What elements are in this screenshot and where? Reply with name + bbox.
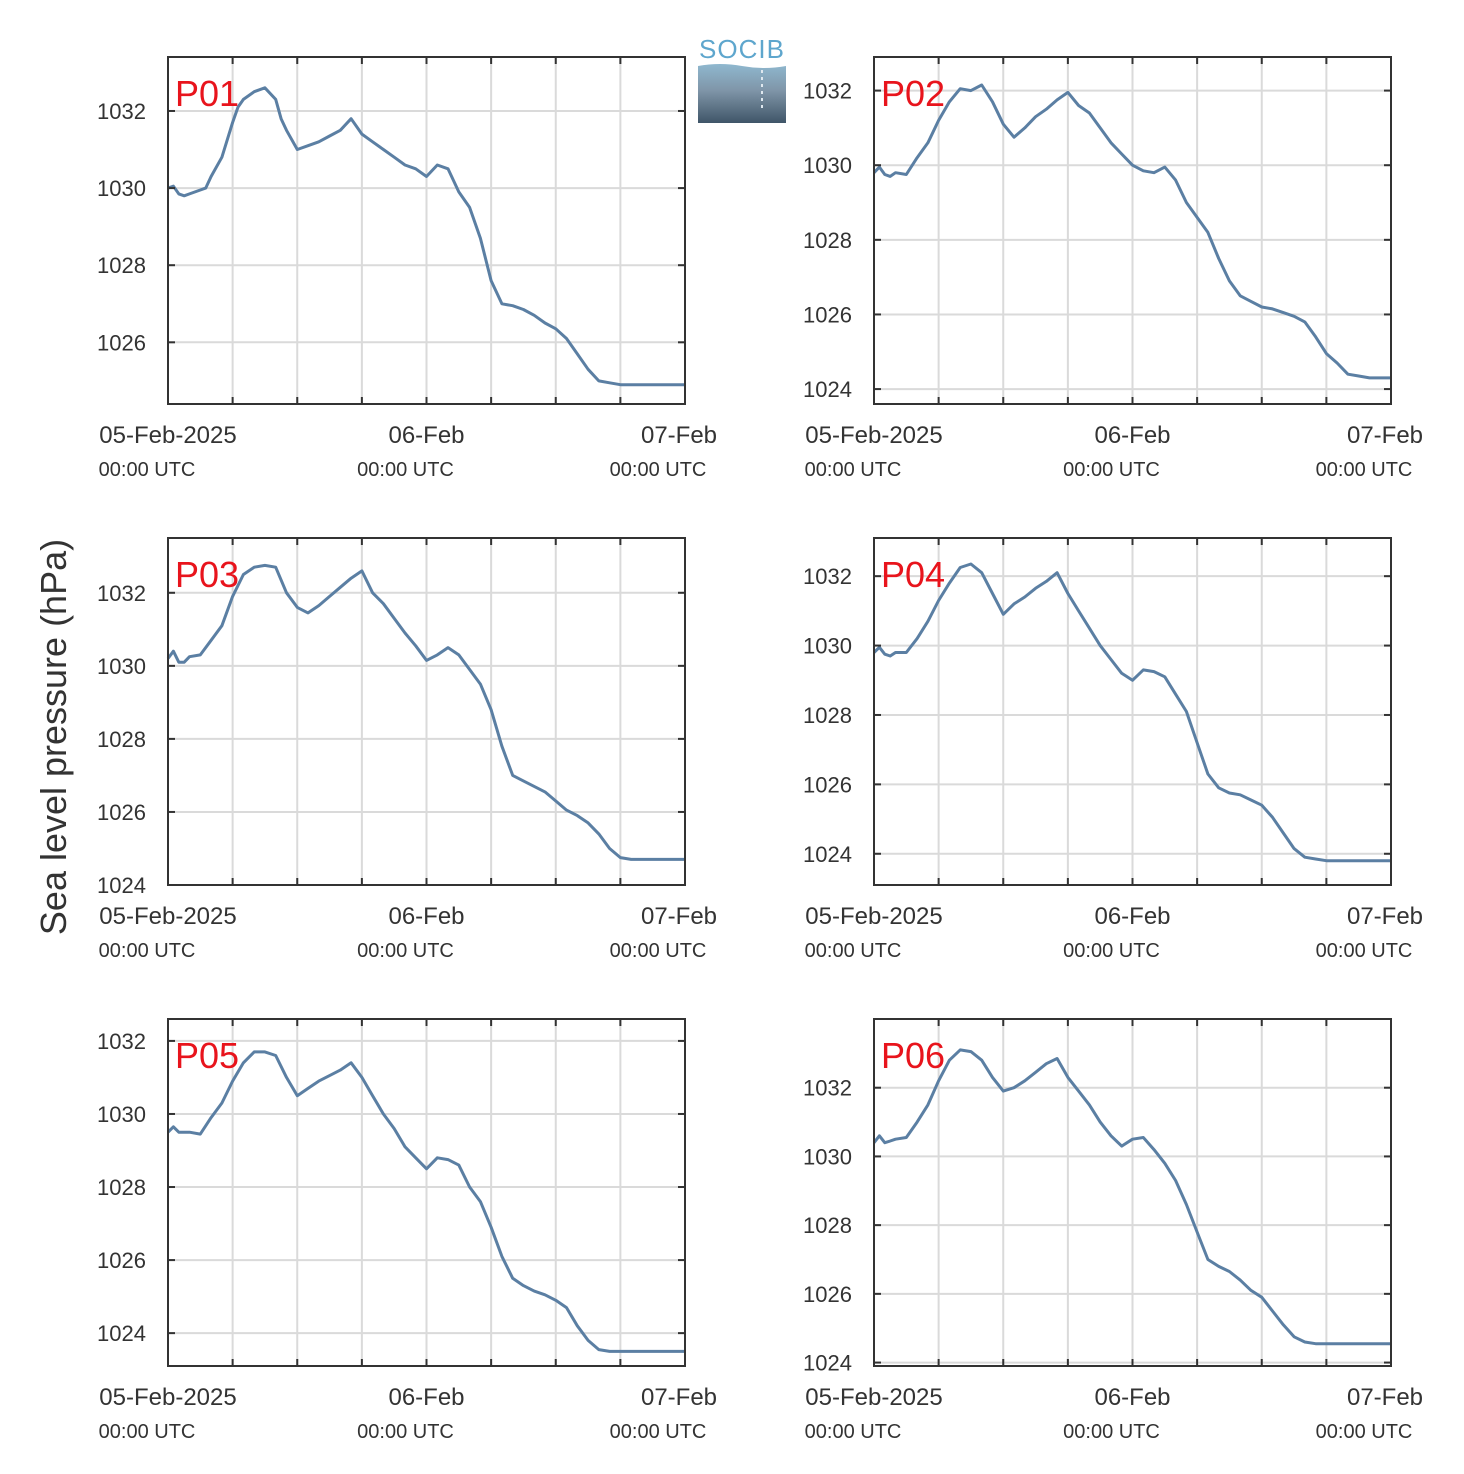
- y-tick-label: 1028: [803, 228, 852, 253]
- y-tick-label: 1032: [97, 1029, 146, 1054]
- y-tick-label: 1026: [803, 1282, 852, 1307]
- panel-p06: 1024 1026 1028 1030 1032 05-Feb-2025 00:00 UTC…: [803, 1018, 1423, 1443]
- y-tick-label: 1028: [97, 1175, 146, 1200]
- y-tick-label: 1028: [803, 703, 852, 728]
- x-tick-label-date: 06-Feb: [1094, 1384, 1170, 1411]
- y-tick-label: 1032: [97, 581, 146, 606]
- series-line-p06: [872, 1048, 1391, 1346]
- x-tick-label-date: 07-Feb: [641, 1384, 717, 1411]
- y-tick-label: 1028: [803, 1213, 852, 1238]
- y-tick-label: 1026: [803, 772, 852, 797]
- panel-p05: 1024 1026 1028 1030 1032 05-Feb-2025 00:00 UTC…: [97, 1018, 717, 1443]
- x-tick-label-time: 00:00 UTC: [99, 459, 196, 481]
- panel-p03: 1024 1026 1028 1030 1032 05-Feb-2025 00:00 UTC…: [97, 537, 717, 962]
- logo-wave-icon: [698, 64, 786, 123]
- y-tick-label: 1030: [803, 153, 852, 178]
- x-tick-label-date: 07-Feb: [1347, 903, 1423, 930]
- panel-label-p03: P03: [175, 554, 239, 595]
- x-tick-label-date: 06-Feb: [1094, 422, 1170, 449]
- x-tick-label-date: 05-Feb-2025: [99, 903, 236, 930]
- y-tick-label: 1024: [803, 842, 852, 867]
- panel-label-p05: P05: [175, 1035, 239, 1076]
- x-tick-label-time: 00:00 UTC: [1316, 1421, 1413, 1443]
- x-tick-label-time: 00:00 UTC: [99, 940, 196, 962]
- y-tick-label: 1030: [97, 654, 146, 679]
- series-line-p01: [167, 86, 685, 387]
- x-tick-label-date: 06-Feb: [1094, 903, 1170, 930]
- x-tick-label-date: 07-Feb: [641, 903, 717, 930]
- socib-logo: SOCIB: [698, 34, 786, 123]
- x-tick-label-time: 00:00 UTC: [1316, 940, 1413, 962]
- y-tick-label: 1032: [97, 99, 146, 124]
- logo-text: SOCIB: [699, 34, 785, 64]
- y-tick-label: 1032: [803, 564, 852, 589]
- y-tick-label: 1032: [803, 1076, 852, 1101]
- panel-label-p02: P02: [881, 73, 945, 114]
- x-tick-label-date: 05-Feb-2025: [99, 1384, 236, 1411]
- x-tick-label-time: 00:00 UTC: [99, 1421, 196, 1443]
- y-tick-label: 1030: [803, 634, 852, 659]
- series-line-p03: [166, 563, 685, 861]
- y-tick-label: 1024: [803, 377, 852, 402]
- x-tick-label-time: 00:00 UTC: [357, 459, 454, 481]
- x-tick-label-date: 07-Feb: [641, 422, 717, 449]
- x-tick-label-time: 00:00 UTC: [610, 459, 707, 481]
- x-tick-label-date: 06-Feb: [388, 1384, 464, 1411]
- x-tick-label-date: 05-Feb-2025: [805, 422, 942, 449]
- x-tick-label-date: 06-Feb: [388, 903, 464, 930]
- x-tick-label-time: 00:00 UTC: [610, 1421, 707, 1443]
- panel-label-p01: P01: [175, 73, 239, 114]
- x-tick-label-time: 00:00 UTC: [357, 940, 454, 962]
- y-tick-label: 1024: [803, 1351, 852, 1376]
- panel-p01: 1026 1028 1030 1032 05-Feb-2025 00:00 UTC 06-F…: [97, 56, 717, 481]
- y-tick-label: 1024: [97, 873, 146, 898]
- series-line-p04: [872, 562, 1391, 863]
- x-tick-label-time: 00:00 UTC: [805, 459, 902, 481]
- panel-label-p04: P04: [881, 554, 945, 595]
- x-tick-label-time: 00:00 UTC: [610, 940, 707, 962]
- x-tick-label-time: 00:00 UTC: [1063, 940, 1160, 962]
- y-tick-label: 1026: [97, 330, 146, 355]
- y-tick-label: 1030: [97, 176, 146, 201]
- x-tick-label-time: 00:00 UTC: [357, 1421, 454, 1443]
- y-tick-label: 1030: [803, 1144, 852, 1169]
- x-tick-label-time: 00:00 UTC: [1063, 459, 1160, 481]
- x-tick-label-time: 00:00 UTC: [1316, 459, 1413, 481]
- x-tick-label-date: 05-Feb-2025: [805, 903, 942, 930]
- x-tick-label-date: 07-Feb: [1347, 1384, 1423, 1411]
- x-tick-label-time: 00:00 UTC: [805, 940, 902, 962]
- series-line-p02: [872, 83, 1391, 380]
- panel-p04: 1024 1026 1028 1030 1032 05-Feb-2025 00:00 UTC…: [803, 537, 1423, 962]
- y-tick-label: 1028: [97, 253, 146, 278]
- panel-label-p06: P06: [881, 1035, 945, 1076]
- y-tick-label: 1026: [97, 1248, 146, 1273]
- x-tick-label-time: 00:00 UTC: [805, 1421, 902, 1443]
- y-tick-label: 1026: [803, 302, 852, 327]
- panel-p02: 1024 1026 1028 1030 1032 05-Feb-2025 00:00 UTC…: [803, 56, 1423, 481]
- y-tick-label: 1032: [803, 79, 852, 104]
- y-tick-label: 1028: [97, 727, 146, 752]
- x-tick-label-date: 06-Feb: [388, 422, 464, 449]
- y-tick-label: 1030: [97, 1102, 146, 1127]
- x-tick-label-date: 05-Feb-2025: [99, 422, 236, 449]
- series-line-p05: [166, 1050, 685, 1353]
- y-tick-label: 1026: [97, 800, 146, 825]
- y-tick-label: 1024: [97, 1321, 146, 1346]
- x-tick-label-time: 00:00 UTC: [1063, 1421, 1160, 1443]
- y-axis-label: Sea level pressure (hPa): [33, 539, 74, 935]
- x-tick-label-date: 07-Feb: [1347, 422, 1423, 449]
- x-tick-label-date: 05-Feb-2025: [805, 1384, 942, 1411]
